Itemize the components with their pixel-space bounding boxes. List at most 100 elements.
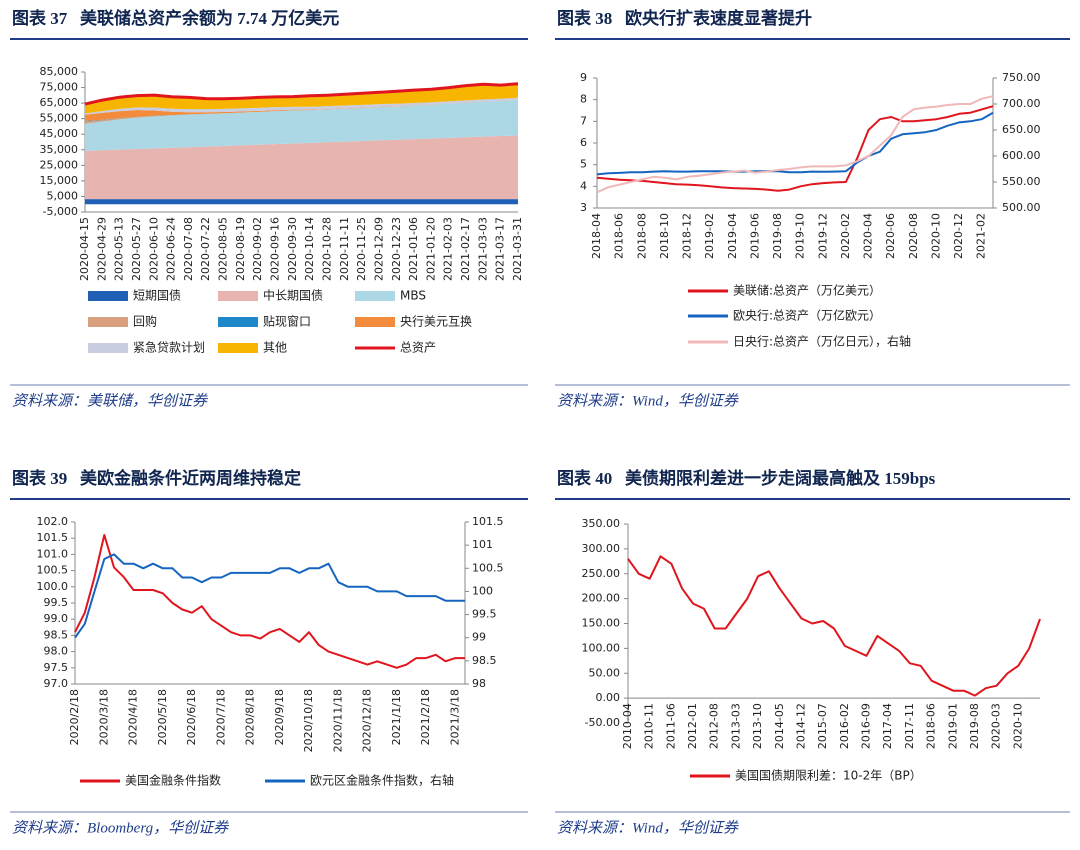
y-tick-label: 15,000 <box>40 174 79 187</box>
y-tick-label: 7 <box>580 114 587 127</box>
x-tick-label: 2020/7/18 <box>214 689 227 745</box>
legend-swatch <box>355 291 395 301</box>
x-tick-label: 2020-11-11 <box>338 217 351 281</box>
x-tick-label: 2020-02 <box>839 213 852 259</box>
x-tick-label: 2014-12 <box>794 703 807 749</box>
x-tick-label: 2020-07-22 <box>199 217 212 281</box>
x-tick-label: 2020/3/18 <box>97 689 110 745</box>
x-tick-label: 2018-10 <box>658 213 671 259</box>
y-tick-label: 85,000 <box>40 65 79 78</box>
legend-label: 紧急贷款计划 <box>133 340 205 355</box>
x-tick-label: 2020-06-24 <box>165 217 178 281</box>
x-tick-label: 2013-10 <box>751 703 764 749</box>
x-tick-label: 2016-09 <box>860 703 873 749</box>
area <box>85 97 518 115</box>
y-tick-label: 50.00 <box>589 666 621 679</box>
x-tick-label: 2020-10-28 <box>320 217 333 281</box>
x-tick-label: 2021-01-06 <box>407 217 420 281</box>
y-tick-label: -5,000 <box>43 205 78 218</box>
x-tick-label: 2019-08 <box>771 213 784 259</box>
x-tick-label: 2020/4/18 <box>127 689 140 745</box>
x-tick-label: 2020/8/18 <box>244 689 257 745</box>
x-tick-label: 2021/2/18 <box>419 689 432 745</box>
legend-swatch <box>218 317 258 327</box>
x-tick-label: 2018-08 <box>635 213 648 259</box>
source: 资料来源：Wind，华创证券 <box>557 392 739 409</box>
y-tick-label: -50.00 <box>585 716 620 729</box>
x-tick-label: 2020-04-29 <box>95 217 108 281</box>
x-tick-label: 2019-12 <box>816 213 829 259</box>
x-tick-label: 2020-12-09 <box>372 217 385 281</box>
x-tick-label: 2020-07-08 <box>182 217 195 281</box>
y-tick-label: 98.0 <box>44 645 69 658</box>
line <box>74 553 465 639</box>
y-tick-label: 102.0 <box>37 515 69 528</box>
x-tick-label: 2020-10-14 <box>303 217 316 281</box>
legend-label: 欧央行:总资产（万亿欧元） <box>733 308 881 323</box>
chart-title: 图表 37 美联储总资产余额为 7.74 万亿美元 <box>12 8 339 28</box>
y2-tick-label: 600.00 <box>1002 149 1041 162</box>
legend-swatch <box>218 343 258 353</box>
x-tick-label: 2019-01 <box>946 703 959 749</box>
x-tick-label: 2021-02-17 <box>459 217 472 281</box>
x-tick-label: 2020/11/18 <box>331 689 344 752</box>
y-tick-label: 8 <box>580 93 587 106</box>
x-tick-label: 2020-12 <box>952 213 965 259</box>
x-tick-label: 2020-12-23 <box>390 217 403 281</box>
x-tick-label: 2018-06 <box>925 703 938 749</box>
x-tick-label: 2020-05-13 <box>113 217 126 281</box>
x-tick-label: 2020/10/18 <box>302 689 315 752</box>
x-tick-label: 2013-03 <box>729 703 742 749</box>
legend-label: 央行美元互换 <box>400 315 472 329</box>
x-tick-label: 2010-04 <box>621 703 634 749</box>
x-tick-label: 2018-04 <box>590 213 603 259</box>
y-tick-label: 350.00 <box>582 517 621 530</box>
x-tick-label: 2019-10 <box>794 213 807 259</box>
source: 资料来源：Bloomberg，华创证券 <box>12 819 229 836</box>
y-tick-label: 5 <box>580 158 587 171</box>
y-tick-label: 300.00 <box>582 542 621 555</box>
legend-label: MBS <box>400 289 426 303</box>
x-tick-label: 2020-04-15 <box>78 217 91 281</box>
line <box>596 105 994 192</box>
legend-swatch <box>88 343 128 353</box>
y-tick-label: 25,000 <box>40 158 79 171</box>
x-tick-label: 2021-03-17 <box>494 217 507 281</box>
x-tick-label: 2016-02 <box>838 703 851 749</box>
chart-title: 图表 39 美欧金融条件近两周维持稳定 <box>12 468 301 488</box>
x-tick-label: 2020/12/18 <box>361 689 374 752</box>
y-tick-label: 99.5 <box>44 596 69 609</box>
legend-label: 贴现窗口 <box>263 315 311 329</box>
x-tick-label: 2020-09-16 <box>269 217 282 281</box>
area <box>85 135 518 200</box>
x-tick-label: 2020/2/18 <box>68 689 81 745</box>
y2-tick-label: 700.00 <box>1002 97 1041 110</box>
y2-tick-label: 550.00 <box>1002 175 1041 188</box>
x-tick-label: 2017-04 <box>881 703 894 749</box>
x-tick-label: 2017-11 <box>903 703 916 749</box>
x-tick-label: 2020-08 <box>907 213 920 259</box>
y-tick-label: 200.00 <box>582 592 621 605</box>
x-tick-label: 2020-09-02 <box>251 217 264 281</box>
line <box>84 82 519 106</box>
legend-swatch <box>355 317 395 327</box>
y-tick-label: 75,000 <box>40 81 79 94</box>
y-tick-label: 5,000 <box>47 189 79 202</box>
y-tick-label: 100.00 <box>582 641 621 654</box>
x-tick-label: 2020-08-05 <box>217 217 230 281</box>
x-tick-label: 2020-06 <box>884 213 897 259</box>
legend-swatch <box>218 291 258 301</box>
x-tick-label: 2020-06-10 <box>147 217 160 281</box>
x-tick-label: 2020/5/18 <box>156 689 169 745</box>
x-tick-label: 2011-06 <box>664 703 677 749</box>
line <box>74 534 465 669</box>
y-tick-label: 150.00 <box>582 617 621 630</box>
x-tick-label: 2020-09-30 <box>286 217 299 281</box>
y-tick-label: 99.0 <box>44 612 69 625</box>
legend-label: 其他 <box>263 341 287 355</box>
legend-label: 美联储:总资产（万亿美元） <box>733 283 881 298</box>
line <box>627 555 1041 697</box>
x-tick-label: 2012-08 <box>708 703 721 749</box>
legend-swatch <box>88 317 128 327</box>
